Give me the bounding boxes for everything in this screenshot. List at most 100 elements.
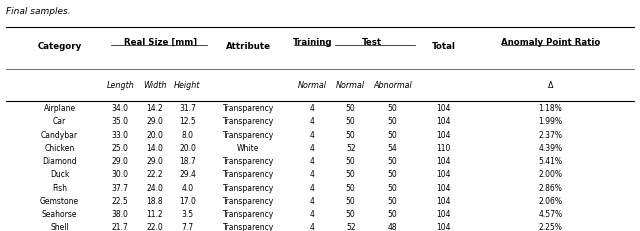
Text: Shell: Shell [50, 222, 69, 231]
Text: 34.0: 34.0 [112, 104, 129, 113]
Text: 52: 52 [346, 143, 356, 152]
Text: 8.0: 8.0 [182, 130, 193, 139]
Text: Gemstone: Gemstone [40, 196, 79, 205]
Text: 14.0: 14.0 [147, 143, 163, 152]
Text: 50: 50 [387, 209, 397, 218]
Text: 48: 48 [387, 222, 397, 231]
Text: 50: 50 [346, 130, 356, 139]
Text: 50: 50 [346, 196, 356, 205]
Text: Real Size [mm]: Real Size [mm] [124, 38, 197, 47]
Text: Category: Category [37, 42, 82, 51]
Text: 104: 104 [436, 104, 451, 113]
Text: 22.2: 22.2 [147, 170, 163, 179]
Text: 104: 104 [436, 170, 451, 179]
Text: 50: 50 [387, 104, 397, 113]
Text: 29.0: 29.0 [112, 156, 129, 165]
Text: 104: 104 [436, 209, 451, 218]
Text: 50: 50 [346, 104, 356, 113]
Text: 4: 4 [310, 222, 315, 231]
Text: Car: Car [53, 117, 66, 126]
Text: 4: 4 [310, 209, 315, 218]
Text: 4: 4 [310, 156, 315, 165]
Text: 18.7: 18.7 [179, 156, 196, 165]
Text: Transparency: Transparency [223, 130, 274, 139]
Text: 29.4: 29.4 [179, 170, 196, 179]
Text: Transparency: Transparency [223, 156, 274, 165]
Text: Transparency: Transparency [223, 117, 274, 126]
Text: 104: 104 [436, 196, 451, 205]
Text: 50: 50 [346, 156, 356, 165]
Text: Diamond: Diamond [42, 156, 77, 165]
Text: Anomaly Point Ratio: Anomaly Point Ratio [500, 38, 600, 47]
Text: Chicken: Chicken [44, 143, 75, 152]
Text: 52: 52 [346, 222, 356, 231]
Text: 22.5: 22.5 [112, 196, 129, 205]
Text: 4: 4 [310, 170, 315, 179]
Text: Δ: Δ [548, 81, 553, 90]
Text: 17.0: 17.0 [179, 196, 196, 205]
Text: 50: 50 [346, 117, 356, 126]
Text: 29.0: 29.0 [147, 156, 163, 165]
Text: 38.0: 38.0 [112, 209, 129, 218]
Text: 4.0: 4.0 [182, 183, 193, 192]
Text: 4.39%: 4.39% [538, 143, 563, 152]
Text: 37.7: 37.7 [112, 183, 129, 192]
Text: 33.0: 33.0 [112, 130, 129, 139]
Text: 2.37%: 2.37% [538, 130, 563, 139]
Text: Training: Training [292, 38, 332, 47]
Text: 50: 50 [387, 196, 397, 205]
Text: 30.0: 30.0 [112, 170, 129, 179]
Text: Candybar: Candybar [41, 130, 78, 139]
Text: 21.7: 21.7 [112, 222, 129, 231]
Text: 20.0: 20.0 [179, 143, 196, 152]
Text: 31.7: 31.7 [179, 104, 196, 113]
Text: 1.18%: 1.18% [538, 104, 563, 113]
Text: 4: 4 [310, 196, 315, 205]
Text: 35.0: 35.0 [112, 117, 129, 126]
Text: 2.00%: 2.00% [538, 170, 563, 179]
Text: 24.0: 24.0 [147, 183, 163, 192]
Text: 14.2: 14.2 [147, 104, 163, 113]
Text: 11.2: 11.2 [147, 209, 163, 218]
Text: 104: 104 [436, 117, 451, 126]
Text: Total: Total [431, 42, 456, 51]
Text: Abnormal: Abnormal [373, 81, 412, 90]
Text: Final samples.: Final samples. [6, 7, 71, 16]
Text: 104: 104 [436, 222, 451, 231]
Text: Seahorse: Seahorse [42, 209, 77, 218]
Text: 4: 4 [310, 183, 315, 192]
Text: 50: 50 [387, 183, 397, 192]
Text: 22.0: 22.0 [147, 222, 163, 231]
Text: Transparency: Transparency [223, 183, 274, 192]
Text: 50: 50 [387, 156, 397, 165]
Text: Transparency: Transparency [223, 196, 274, 205]
Text: Transparency: Transparency [223, 170, 274, 179]
Text: 4: 4 [310, 117, 315, 126]
Text: White: White [237, 143, 259, 152]
Text: 50: 50 [387, 130, 397, 139]
Text: Width: Width [143, 81, 166, 90]
Text: Fish: Fish [52, 183, 67, 192]
Text: 1.99%: 1.99% [538, 117, 563, 126]
Text: 2.06%: 2.06% [538, 196, 563, 205]
Text: 50: 50 [346, 209, 356, 218]
Text: Attribute: Attribute [226, 42, 271, 51]
Text: 12.5: 12.5 [179, 117, 196, 126]
Text: Airplane: Airplane [44, 104, 76, 113]
Text: 104: 104 [436, 156, 451, 165]
Text: 4: 4 [310, 130, 315, 139]
Text: 50: 50 [387, 170, 397, 179]
Text: 50: 50 [387, 117, 397, 126]
Text: 4: 4 [310, 143, 315, 152]
Text: 29.0: 29.0 [147, 117, 163, 126]
Text: Transparency: Transparency [223, 104, 274, 113]
Text: 50: 50 [346, 183, 356, 192]
Text: Test: Test [362, 38, 381, 47]
Text: Transparency: Transparency [223, 222, 274, 231]
Text: 50: 50 [346, 170, 356, 179]
Text: 104: 104 [436, 130, 451, 139]
Text: 20.0: 20.0 [147, 130, 163, 139]
Text: 4: 4 [310, 104, 315, 113]
Text: 104: 104 [436, 183, 451, 192]
Text: 4.57%: 4.57% [538, 209, 563, 218]
